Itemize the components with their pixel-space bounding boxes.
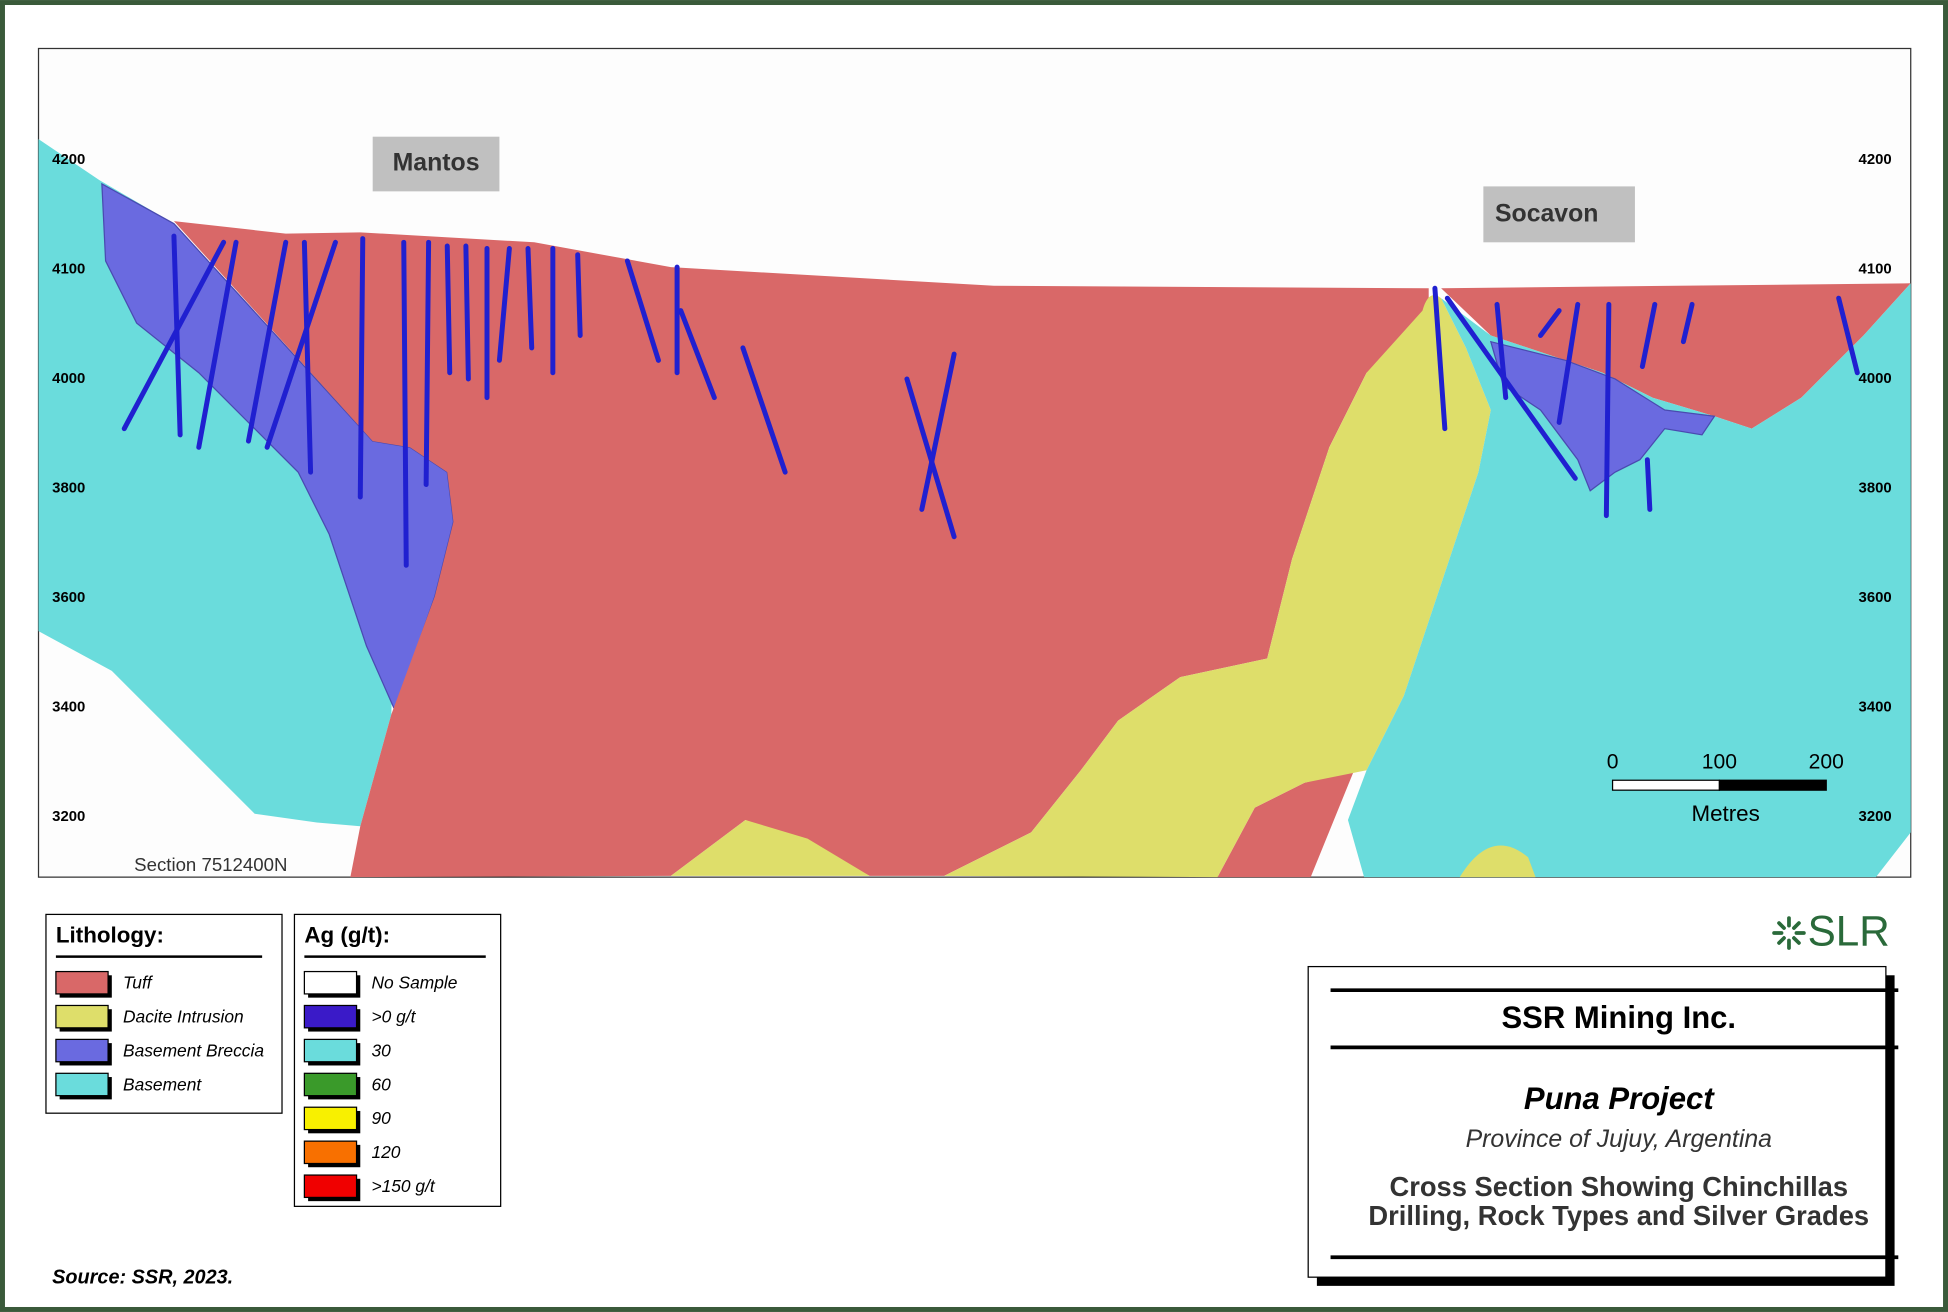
swatch	[303, 1004, 358, 1029]
legend-label: Basement	[123, 1074, 202, 1094]
scale-tick: 100	[1702, 750, 1737, 773]
logo: SLR	[1772, 907, 1890, 954]
elevation-labels: 4200 4200 4100 4100 4000 4000 3800 3800 3600 3600…	[52, 152, 1892, 825]
swatch	[303, 970, 358, 995]
tuff	[1217, 770, 1355, 878]
logo-text: SLR	[1808, 907, 1890, 954]
elevation-label: 4000	[1859, 371, 1892, 387]
elevation-label: 3600	[1859, 590, 1892, 606]
elevation-label: 3400	[52, 699, 85, 715]
caption: Drilling, Rock Types and Silver Grades	[1368, 1200, 1869, 1231]
swatch	[303, 1106, 358, 1131]
legend-label: Dacite Intrusion	[123, 1006, 244, 1026]
dacite	[944, 295, 1491, 878]
area-label: Socavon	[1495, 201, 1598, 228]
source: Source: SSR, 2023.	[52, 1267, 233, 1289]
legend-label: Tuff	[123, 973, 154, 993]
scale-segment	[1611, 779, 1721, 791]
elevation-label: 3200	[52, 809, 85, 825]
area-label: Mantos	[393, 150, 480, 177]
label-box	[372, 136, 500, 192]
swatch	[303, 1072, 358, 1097]
scale-tick: 200	[1809, 750, 1844, 773]
tuff	[1441, 283, 1911, 429]
scale-tick: 0	[1607, 750, 1619, 773]
cross-section: Mantos Socavon Section 7512400N 4200 4200…	[37, 47, 1912, 878]
elevation-label: 3200	[1859, 809, 1892, 825]
scale-bar: 0 100 200 Metres	[1607, 750, 1844, 826]
swatch	[55, 1004, 109, 1029]
elevation-label: 4200	[1859, 152, 1892, 168]
legend-title: Ag (g/t):	[304, 923, 390, 948]
legend-label: 60	[371, 1074, 391, 1094]
scale-segment	[1718, 779, 1827, 791]
company: SSR Mining Inc.	[1501, 1000, 1736, 1035]
label-box	[1483, 186, 1635, 243]
swatch	[303, 1174, 358, 1199]
legend-label: 120	[371, 1142, 400, 1162]
elevation-label: 3400	[1859, 699, 1892, 715]
elevation-label: 3800	[52, 481, 85, 497]
legend-label: No Sample	[371, 973, 457, 993]
dacite	[670, 819, 870, 876]
elevation-label: 3600	[52, 590, 85, 606]
basement	[38, 139, 398, 827]
elevation-label: 4200	[52, 152, 85, 168]
dacite	[1459, 845, 1536, 878]
swatch	[303, 1038, 358, 1063]
elevation-label: 4000	[52, 371, 85, 387]
project: Puna Project	[1524, 1081, 1715, 1116]
title-box	[1307, 965, 1887, 1278]
basement	[1347, 283, 1911, 878]
lithology-legend: Lithology: Tuff Dacite Intrusion Basement …	[45, 913, 283, 1114]
elevation-label: 3800	[1859, 481, 1892, 497]
section-name: Section 7512400N	[134, 854, 287, 875]
swatch	[55, 1038, 109, 1063]
location: Province of Jujuy, Argentina	[1466, 1126, 1772, 1153]
drill-holes	[121, 233, 1860, 568]
legend-label: Basement Breccia	[123, 1040, 264, 1060]
legend-label: >150 g/t	[371, 1176, 435, 1196]
elevation-label: 4100	[52, 262, 85, 278]
legend-label: 90	[371, 1108, 391, 1128]
elevation-label: 4100	[1859, 262, 1892, 278]
legend-label: >0 g/t	[371, 1006, 416, 1026]
scale-unit: Metres	[1691, 801, 1759, 826]
basement-breccia	[1489, 340, 1716, 492]
caption: Cross Section Showing Chinchillas	[1389, 1171, 1848, 1202]
legend-title: Lithology:	[56, 923, 164, 948]
swatch	[55, 970, 109, 995]
legend-label: 30	[371, 1040, 391, 1060]
swatch	[303, 1140, 358, 1165]
title-block: SSR Mining Inc. Puna Project Province of…	[1307, 965, 1899, 1286]
grade-legend: Ag (g/t): No Sample >0 g/t 30 60 90 120 >150 g…	[293, 913, 502, 1207]
swatch	[55, 1072, 109, 1097]
